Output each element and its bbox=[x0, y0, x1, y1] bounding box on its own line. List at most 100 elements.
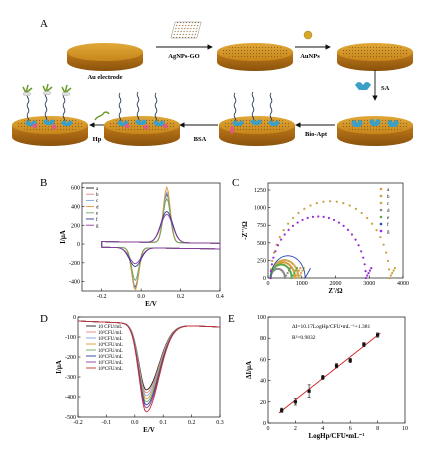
legend-label-e: e bbox=[96, 212, 99, 217]
y-tick-label: 0 bbox=[263, 276, 266, 282]
x-tick-label: -0.2 bbox=[73, 420, 83, 426]
eis-point bbox=[282, 229, 285, 232]
fit-annotation: ΔI=10.17LogHp/CFU•mL⁻¹+1.381 bbox=[292, 324, 370, 330]
x-tick-label: 0.1 bbox=[159, 420, 167, 426]
eis-point bbox=[276, 244, 280, 247]
label-aunps: AuNPs bbox=[300, 53, 320, 60]
eis-point bbox=[392, 269, 395, 272]
y-tick-label: 80 bbox=[260, 336, 266, 342]
y-axis-label: -Z''/Ω bbox=[241, 221, 249, 240]
data-point bbox=[321, 375, 325, 380]
y-tick-label: -200 bbox=[65, 355, 76, 361]
eis-point bbox=[296, 272, 300, 276]
label-bsa: BSA bbox=[194, 136, 207, 143]
legend-swatch-a bbox=[379, 187, 383, 191]
legend-label-4: 10⁵CFU/mL bbox=[98, 348, 123, 354]
eis-point bbox=[303, 207, 306, 210]
eis-point bbox=[329, 200, 332, 203]
eis-point bbox=[322, 200, 325, 203]
panel-d-dpv-chart: D -0.2 -0.1 0.0 0.1 0.2 0.3 0 -100 -200 -300 -400 -… bbox=[40, 313, 224, 434]
x-tick-label: 1000 bbox=[296, 281, 308, 287]
x-tick-label: 6 bbox=[349, 426, 352, 432]
eis-point bbox=[354, 207, 357, 210]
eis-point bbox=[360, 250, 363, 253]
y-tick-label: -300 bbox=[65, 375, 76, 381]
panel-b-cv-chart: B -0.2 0.0 0.2 0.4 600 400 200 0 -200 -400 E/V I/μA… bbox=[40, 177, 224, 308]
fit-annotation: R²=0.9832 bbox=[292, 335, 316, 341]
y-tick-label: 0 bbox=[263, 421, 266, 427]
x-tick-label: -0.2 bbox=[97, 294, 107, 300]
eis-point bbox=[291, 224, 295, 228]
y-tick-label: -400 bbox=[65, 395, 76, 401]
legend-label-5: 10⁶CFU/mL bbox=[98, 354, 123, 360]
eis-point bbox=[366, 216, 369, 220]
eis-point bbox=[298, 274, 301, 277]
y-tick-label: 100 bbox=[257, 315, 266, 321]
y-tick-label: 0 bbox=[77, 242, 80, 248]
eis-point bbox=[283, 273, 286, 275]
x-tick-label: 8 bbox=[376, 426, 379, 432]
eis-point bbox=[290, 276, 293, 280]
eis-point bbox=[283, 274, 286, 276]
legend-label-1: 10²CFU/mL bbox=[98, 330, 123, 336]
eis-point bbox=[322, 215, 325, 218]
x-tick-label: 0.2 bbox=[188, 420, 196, 426]
y-tick-label: 40 bbox=[260, 379, 266, 385]
eis-point bbox=[296, 270, 299, 274]
y-axis-label: I/μA bbox=[59, 230, 67, 244]
x-tick-label: 0.2 bbox=[177, 294, 185, 300]
x-tick-label: 4 bbox=[321, 426, 324, 432]
cv-series-a bbox=[101, 192, 221, 288]
panel-e-calibration-chart: E 0 2 4 6 8 10020406080100LogHp/CFU•mL⁻¹ΔI/μA… bbox=[228, 313, 408, 440]
legend-swatch-f bbox=[379, 222, 383, 226]
eis-point bbox=[354, 238, 357, 241]
label-sa: SA bbox=[381, 85, 390, 92]
electrode-disc-aunps bbox=[337, 43, 413, 71]
legend-label-d: d bbox=[387, 209, 390, 214]
x-tick-label: 3000 bbox=[363, 281, 375, 287]
legend-label-b: b bbox=[387, 195, 390, 200]
y-tick-label: 20 bbox=[260, 400, 266, 406]
eis-point bbox=[364, 270, 367, 273]
eis-point bbox=[278, 236, 281, 239]
eis-point bbox=[315, 202, 318, 205]
legend-label-e: e bbox=[387, 216, 390, 221]
legend-label-g: g bbox=[96, 224, 99, 229]
eis-point bbox=[270, 263, 273, 266]
legend-label-a: a bbox=[387, 188, 390, 193]
eis-point bbox=[274, 250, 277, 253]
eis-point bbox=[297, 269, 301, 272]
electrode-disc-aptamer bbox=[219, 91, 295, 146]
eis-point bbox=[327, 216, 330, 220]
y-tick-label: 1250 bbox=[254, 188, 266, 194]
eis-point bbox=[388, 276, 391, 280]
legend-label-3: 10⁴CFU/mL bbox=[98, 342, 123, 348]
x-tick-label: -0.1 bbox=[102, 420, 112, 426]
legend-label-7: 10⁸CFU/mL bbox=[98, 366, 123, 372]
legend-label-f: f bbox=[387, 223, 389, 228]
eis-point bbox=[363, 263, 366, 266]
eis-point bbox=[342, 202, 345, 205]
eis-point bbox=[335, 200, 338, 203]
data-point bbox=[376, 333, 380, 337]
y-tick-label: 400 bbox=[71, 204, 80, 210]
legend-label-2: 10³CFU/mL bbox=[98, 336, 123, 342]
eis-point bbox=[385, 251, 388, 254]
y-tick-label: 500 bbox=[257, 241, 266, 247]
data-point bbox=[307, 389, 311, 393]
eis-point bbox=[295, 274, 298, 277]
eis-point bbox=[309, 204, 312, 207]
x-axis-label: Z'/Ω bbox=[328, 287, 343, 295]
eis-point bbox=[350, 233, 354, 236]
x-tick-label: 0.0 bbox=[137, 294, 145, 300]
eis-point bbox=[283, 233, 286, 236]
eis-point bbox=[301, 218, 304, 222]
eis-point bbox=[370, 267, 373, 270]
eis-point bbox=[272, 251, 276, 254]
x-tick-label: 0.3 bbox=[216, 420, 224, 426]
eis-series-f bbox=[270, 255, 311, 280]
eis-point bbox=[360, 211, 363, 215]
eis-point bbox=[342, 224, 345, 228]
eis-point bbox=[295, 267, 299, 270]
eis-point bbox=[348, 204, 351, 207]
